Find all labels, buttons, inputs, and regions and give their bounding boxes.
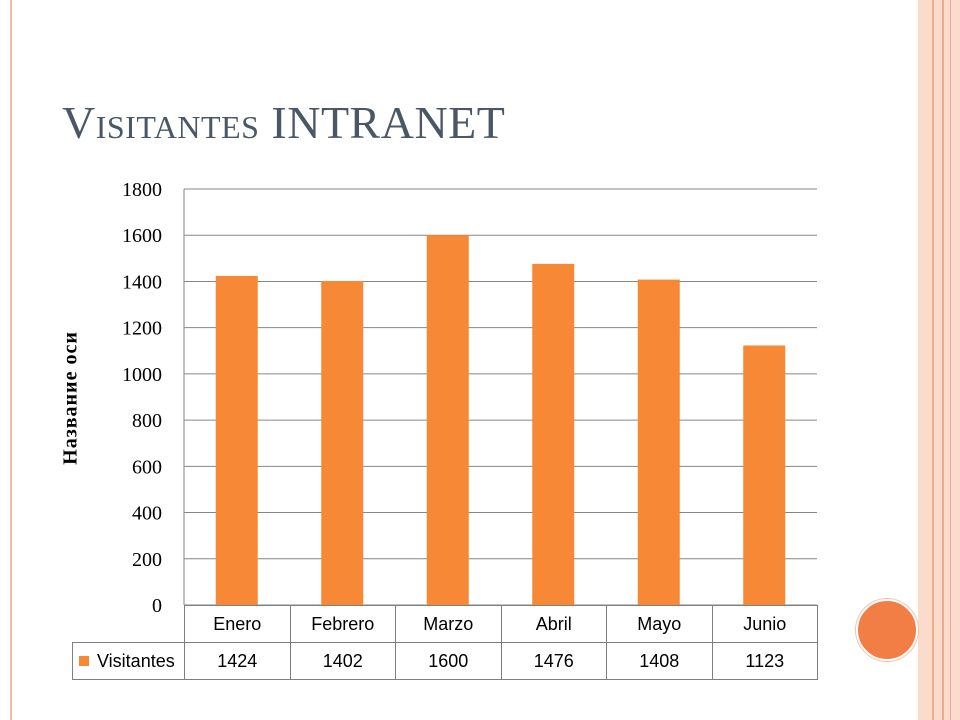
data-table-category: Mayo (606, 605, 713, 643)
bar-junio (743, 345, 786, 605)
data-table-category: Febrero (289, 605, 396, 643)
data-table-value: 1123 (711, 642, 818, 680)
slide-title: Visitantes INTRANET (62, 97, 506, 148)
legend-label: Visitantes (97, 650, 175, 671)
y-tick-label: 400 (132, 503, 162, 525)
y-tick-label: 1400 (122, 271, 162, 293)
y-tick-label: 1800 (122, 179, 162, 201)
data-table-corner (72, 605, 185, 643)
y-tick-label: 600 (132, 456, 162, 478)
slide-frame-right (918, 0, 960, 720)
decorative-circle (856, 599, 918, 661)
data-table-category: Junio (711, 605, 818, 643)
y-tick-label: 200 (132, 549, 162, 571)
bar-mayo (637, 279, 680, 605)
y-tick-label: 800 (132, 410, 162, 432)
data-table-category: Marzo (395, 605, 502, 643)
bar-abril (532, 263, 575, 605)
data-table-value: 1402 (289, 642, 396, 680)
data-table-value: 1476 (500, 642, 607, 680)
bar-febrero (321, 280, 364, 605)
data-table-category: Enero (184, 605, 291, 643)
legend-entry-visitantes: Visitantes (72, 642, 185, 680)
data-table-value: 1424 (184, 642, 291, 680)
y-axis-title: Название оси (59, 331, 82, 465)
bar-marzo (426, 235, 469, 605)
y-tick-label: 1600 (122, 225, 162, 247)
data-table-category-row: Enero Febrero Marzo Abril Mayo Junio (72, 605, 818, 643)
legend-key (79, 655, 89, 666)
data-table-value: 1600 (395, 642, 502, 680)
slide-frame-left (10, 0, 12, 720)
y-tick-label: 1200 (122, 318, 162, 340)
chart-data-table: Enero Febrero Marzo Abril Mayo Junio Vis… (72, 605, 818, 680)
y-tick-label: 1000 (122, 364, 162, 386)
data-table-value: 1408 (606, 642, 713, 680)
bar-enero (215, 275, 258, 605)
data-table-series-row: Visitantes 1424 1402 1600 1476 1408 1123 (72, 642, 818, 680)
data-table-category: Abril (500, 605, 607, 643)
